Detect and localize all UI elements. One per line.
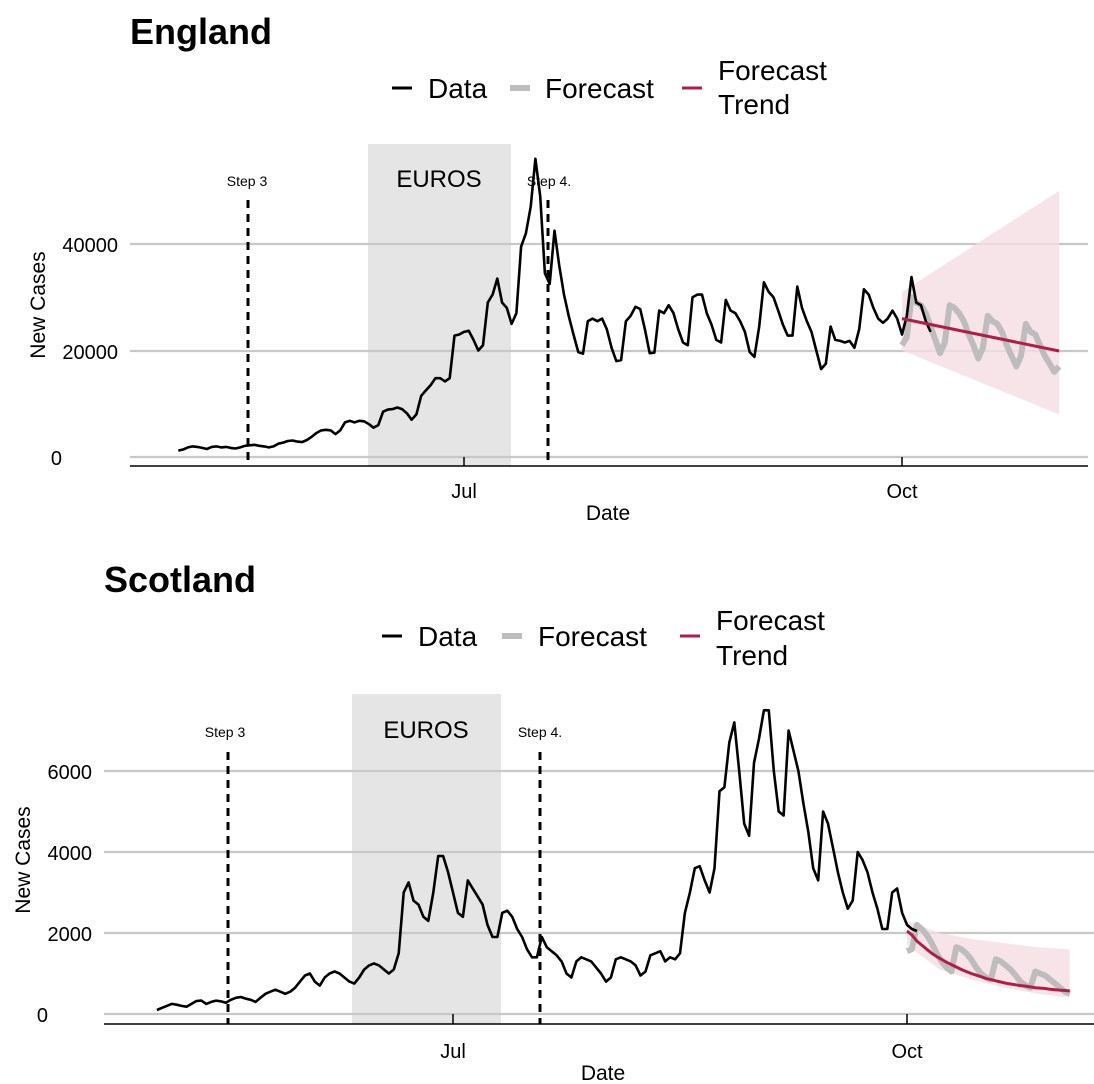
x-axis-label: Date [581, 1062, 625, 1084]
y-tick-labels: 0 2000 4000 6000 [37, 762, 92, 1027]
y-tick-labels: 0 20000 40000 [51, 235, 118, 470]
panel-england: England Data Forecast Forecast Trend EUR… [27, 11, 1088, 525]
y-axis-label: New Cases [27, 251, 50, 358]
x-ticks: Jul Oct [440, 1014, 923, 1063]
legend-trend-label-line1: Forecast [716, 605, 825, 636]
event-markers: Step 3 Step 4. [205, 724, 562, 1024]
forecast-interval-band [902, 190, 1060, 415]
x-tick-label: Oct [891, 1041, 923, 1063]
y-axis-label: New Cases [12, 806, 35, 913]
legend-forecast-label: Forecast [545, 73, 654, 104]
step-4-label: Step 4. [518, 724, 562, 740]
y-tick-label: 4000 [48, 843, 93, 865]
x-ticks: Jul Oct [451, 457, 918, 503]
panel-title: Scotland [104, 559, 256, 600]
euros-label: EUROS [396, 166, 481, 193]
legend-trend-label-line2: Trend [716, 640, 788, 671]
panel-title: England [130, 11, 272, 52]
legend: Data Forecast Forecast Trend [392, 55, 827, 120]
x-tick-label: Jul [440, 1041, 466, 1063]
euros-shaded-region [352, 694, 501, 1024]
forecast-trend-line [901, 317, 1060, 353]
forecast-trend-line [906, 929, 1070, 993]
x-tick-label: Oct [886, 481, 918, 503]
step-3-label: Step 3 [205, 724, 246, 740]
y-tick-label: 0 [37, 1005, 48, 1027]
y-tick-label: 20000 [62, 342, 118, 364]
panel-scotland: Scotland Data Forecast Forecast Trend EU… [12, 559, 1094, 1084]
legend: Data Forecast Forecast Trend [382, 605, 825, 671]
y-tick-label: 2000 [48, 924, 93, 946]
legend-data-label: Data [428, 73, 488, 104]
forecast-interval-band [907, 920, 1070, 998]
data-series-line [178, 157, 932, 452]
legend-forecast-label: Forecast [538, 621, 647, 652]
event-markers: Step 3 Step 4. [227, 173, 571, 466]
euros-label: EUROS [383, 717, 468, 744]
legend-data-label: Data [418, 621, 478, 652]
legend-trend-label-line1: Forecast [718, 55, 827, 86]
x-axis-label: Date [586, 502, 630, 525]
gridlines [104, 769, 1094, 1016]
y-tick-label: 40000 [62, 235, 118, 257]
y-tick-label: 6000 [48, 762, 93, 784]
data-series-line [156, 708, 918, 1012]
y-tick-label: 0 [51, 448, 62, 470]
forecast-series-line [899, 294, 1062, 375]
step-3-label: Step 3 [227, 173, 268, 189]
legend-trend-label-line2: Trend [718, 89, 790, 120]
x-tick-label: Jul [451, 481, 477, 503]
